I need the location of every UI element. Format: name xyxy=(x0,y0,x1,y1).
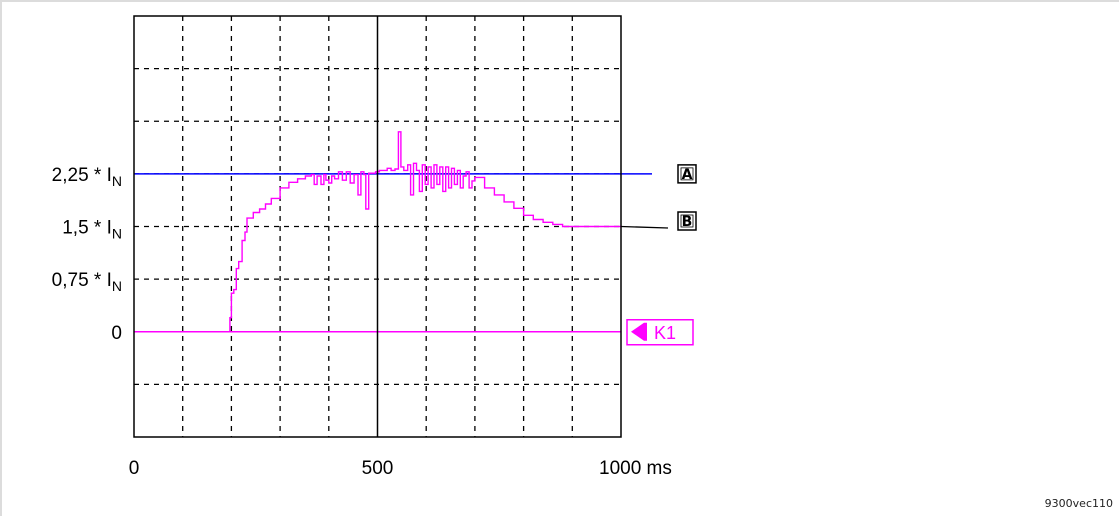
marker-box-b-inner xyxy=(680,214,694,228)
y-tick-label: 0 xyxy=(111,323,122,344)
figure-reference-code: 9300vec110 xyxy=(1044,497,1113,510)
signal-trace xyxy=(134,131,621,333)
trigger-arrow-icon xyxy=(631,322,644,341)
y-tick-label: 1,5 * IN xyxy=(62,218,122,242)
marker-box-a xyxy=(677,164,697,184)
x-tick-label: 500 xyxy=(362,458,394,479)
x-tick-label: 0 xyxy=(129,458,140,479)
y-tick-label: 2,25 * IN xyxy=(52,165,122,189)
marker-box-a-inner xyxy=(680,167,694,181)
trigger-label-k1: K1 xyxy=(654,323,676,343)
marker-box-b xyxy=(677,211,697,231)
y-tick-label: 0,75 * IN xyxy=(52,270,122,294)
x-tick-label: 1000 ms xyxy=(599,458,672,479)
marker-label-a: A xyxy=(682,167,693,183)
marker-label-b: B xyxy=(682,214,693,230)
trigger-arrow-bar xyxy=(644,322,647,341)
marker-leader-b xyxy=(620,225,669,229)
